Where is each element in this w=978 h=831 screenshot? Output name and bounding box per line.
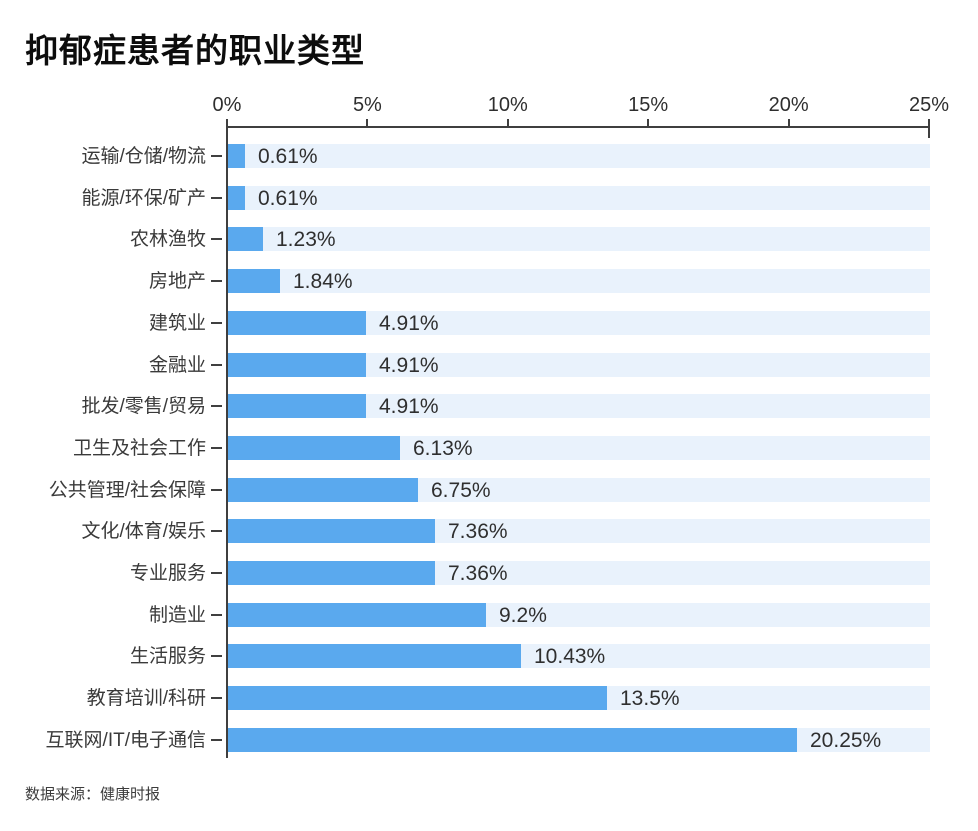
category-label: 公共管理/社会保障	[48, 480, 206, 501]
category-tick-mark	[211, 197, 222, 199]
bar	[228, 311, 366, 335]
bar-track: 9.2%	[228, 603, 930, 627]
bar-track: 7.36%	[228, 519, 930, 543]
value-label: 9.2%	[499, 604, 547, 627]
bar-track: 6.13%	[228, 436, 930, 460]
category-label: 教育培训/科研	[86, 688, 206, 709]
bar-track: 6.75%	[228, 478, 930, 502]
category-tick-mark	[211, 572, 222, 574]
bar	[228, 478, 418, 502]
category-tick-mark	[211, 447, 222, 449]
category-tick-mark	[211, 739, 222, 741]
value-label: 6.75%	[431, 479, 491, 502]
category-tick-mark	[211, 280, 222, 282]
category-label: 卫生及社会工作	[72, 438, 206, 459]
bar	[228, 186, 245, 210]
value-label: 1.23%	[276, 228, 336, 251]
category-tick-mark	[211, 530, 222, 532]
bar-track: 10.43%	[228, 644, 930, 668]
value-label: 0.61%	[258, 145, 318, 168]
value-label: 10.43%	[534, 645, 606, 668]
category-label: 建筑业	[148, 313, 206, 334]
x-tick-label: 15%	[628, 94, 669, 116]
category-label: 能源/环保/矿产	[81, 188, 206, 209]
chart-title: 抑郁症患者的职业类型	[25, 32, 365, 69]
x-axis-line	[227, 126, 930, 128]
bar-track: 0.61%	[228, 186, 930, 210]
bar-track: 4.91%	[228, 353, 930, 377]
bar-track: 1.84%	[228, 269, 930, 293]
category-tick-mark	[211, 405, 222, 407]
bar-track: 13.5%	[228, 686, 930, 710]
value-label: 20.25%	[810, 729, 882, 752]
category-tick-mark	[211, 489, 222, 491]
bar-track: 1.23%	[228, 227, 930, 251]
category-tick-mark	[211, 155, 222, 157]
value-label: 7.36%	[448, 562, 508, 585]
category-label: 专业服务	[129, 563, 206, 584]
value-label: 4.91%	[379, 395, 439, 418]
data-source: 数据来源：健康时报	[25, 786, 161, 803]
value-label: 4.91%	[379, 354, 439, 377]
category-label: 互联网/IT/电子通信	[45, 730, 206, 751]
bar	[228, 436, 400, 460]
x-tick-mark	[647, 119, 650, 127]
x-tick-mark	[506, 119, 509, 127]
x-axis-endcap	[928, 127, 930, 138]
x-tick-mark	[928, 119, 930, 127]
category-label: 生活服务	[129, 646, 206, 667]
bar	[228, 561, 435, 585]
x-tick-label: 0%	[212, 94, 242, 116]
bar	[228, 519, 435, 543]
bar	[228, 728, 797, 752]
category-label: 房地产	[148, 271, 206, 292]
x-tick-label: 20%	[768, 94, 809, 116]
category-tick-mark	[211, 614, 222, 616]
category-tick-mark	[211, 238, 222, 240]
bar	[228, 686, 607, 710]
category-label: 农林渔牧	[129, 229, 206, 250]
bar-track: 20.25%	[228, 728, 930, 752]
x-tick-label: 5%	[352, 94, 382, 116]
value-label: 7.36%	[448, 520, 508, 543]
bar	[228, 269, 280, 293]
category-tick-mark	[211, 364, 222, 366]
x-tick-mark	[366, 119, 369, 127]
category-tick-mark	[211, 655, 222, 657]
bar-track: 7.36%	[228, 561, 930, 585]
category-tick-mark	[211, 322, 222, 324]
x-tick-label: 10%	[487, 94, 528, 116]
x-tick-mark	[226, 119, 228, 127]
y-axis-line	[226, 127, 228, 758]
category-tick-mark	[211, 697, 222, 699]
bar	[228, 394, 366, 418]
bar-track: 4.91%	[228, 311, 930, 335]
category-label: 文化/体育/娱乐	[81, 521, 206, 542]
category-label: 运输/仓储/物流	[81, 146, 206, 167]
bar	[228, 644, 521, 668]
bar-track: 4.91%	[228, 394, 930, 418]
value-label: 0.61%	[258, 187, 318, 210]
value-label: 13.5%	[620, 687, 680, 710]
bar	[228, 227, 263, 251]
value-label: 1.84%	[293, 270, 353, 293]
x-tick-label: 25%	[908, 94, 950, 116]
bar	[228, 353, 366, 377]
category-label: 制造业	[148, 605, 206, 626]
category-label: 金融业	[148, 355, 206, 376]
value-label: 6.13%	[413, 437, 473, 460]
bar-track: 0.61%	[228, 144, 930, 168]
bar	[228, 144, 245, 168]
value-label: 4.91%	[379, 312, 439, 335]
category-label: 批发/零售/贸易	[81, 396, 206, 417]
x-tick-mark	[787, 119, 790, 127]
bar	[228, 603, 486, 627]
